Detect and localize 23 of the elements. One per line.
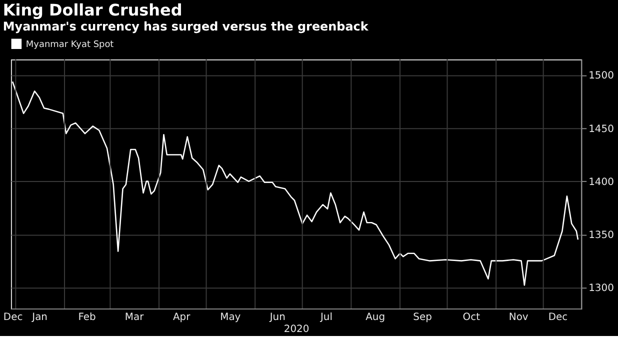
x-axis-title: 2020 <box>284 324 310 335</box>
x-tick-label: Dec <box>3 312 23 324</box>
x-tick-label: Oct <box>462 312 480 324</box>
y-tick-label: 1300 <box>588 282 614 294</box>
legend-label: Myanmar Kyat Spot <box>26 40 114 50</box>
x-tick-label: Apr <box>172 312 192 324</box>
chart-title: King Dollar Crushed <box>2 0 182 20</box>
y-tick-label: 1350 <box>588 230 614 241</box>
y-tick-label: 1400 <box>588 176 614 188</box>
x-tick-label: Jul <box>319 312 332 324</box>
chart-subtitle: Myanmar's currency has surged versus the greenback <box>2 19 370 34</box>
x-tick-label: Jan <box>31 312 48 324</box>
x-tick-label: Nov <box>508 312 528 324</box>
x-tick-label: Dec <box>548 312 568 324</box>
x-tick-label: Jun <box>268 312 286 324</box>
x-tick-label: Sep <box>413 312 432 324</box>
line-series <box>12 80 579 286</box>
y-tick-label: 1500 <box>588 70 614 82</box>
x-tick-label: Feb <box>78 312 96 324</box>
x-tick-label: Aug <box>366 312 386 324</box>
x-tick-label: May <box>220 312 241 324</box>
x-tick-label: Mar <box>124 312 145 324</box>
y-tick-label: 1450 <box>588 124 614 135</box>
